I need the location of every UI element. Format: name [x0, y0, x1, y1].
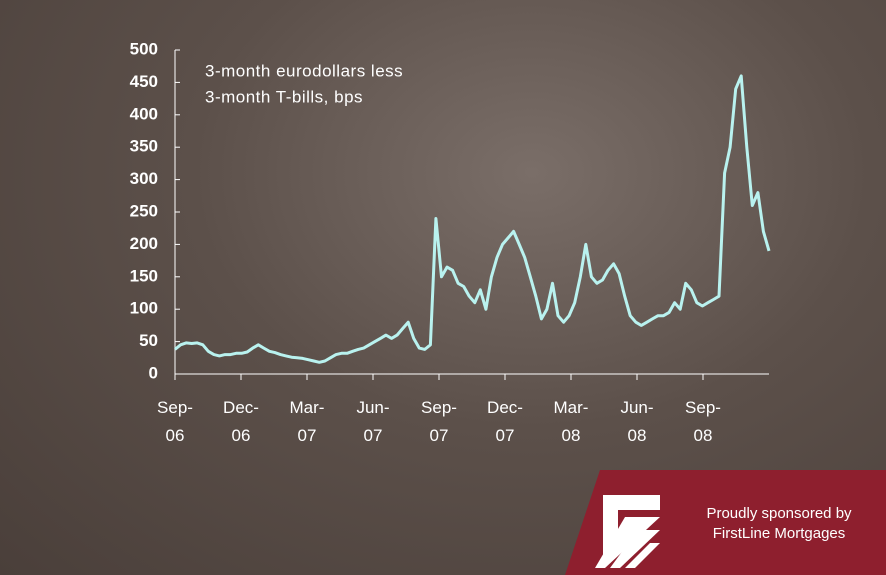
chart: 3-month eurodollars less 3-month T-bills… — [0, 0, 886, 575]
y-tick-label: 400 — [130, 104, 158, 123]
sponsor-line1: Proudly sponsored by — [672, 504, 886, 524]
x-tick-label: Mar-08 — [548, 394, 594, 450]
y-tick-label: 350 — [130, 137, 158, 156]
slide: 3-month eurodollars less 3-month T-bills… — [0, 0, 886, 575]
x-tick-label: Dec-07 — [482, 394, 528, 450]
y-tick-label: 200 — [130, 234, 158, 253]
y-tick-label: 250 — [130, 201, 158, 220]
y-tick-label: 150 — [130, 266, 158, 285]
chart-title: 3-month eurodollars less — [205, 61, 403, 80]
x-tick-label: Mar-07 — [284, 394, 330, 450]
y-tick-label: 500 — [130, 39, 158, 58]
sponsor-line2: FirstLine Mortgages — [672, 524, 886, 544]
y-tick-label: 100 — [130, 299, 158, 318]
x-tick-label: Sep-06 — [152, 394, 198, 450]
x-tick-label: Sep-08 — [680, 394, 726, 450]
x-tick-label: Sep-07 — [416, 394, 462, 450]
x-tick-label: Jun-08 — [614, 394, 660, 450]
y-tick-label: 50 — [139, 331, 158, 350]
x-tick-label: Jun-07 — [350, 394, 396, 450]
y-tick-label: 300 — [130, 169, 158, 188]
y-tick-label: 0 — [149, 363, 158, 382]
chart-subtitle: 3-month T-bills, bps — [205, 87, 363, 106]
x-tick-label: Dec-06 — [218, 394, 264, 450]
data-line — [175, 76, 769, 362]
y-tick-label: 450 — [130, 72, 158, 91]
